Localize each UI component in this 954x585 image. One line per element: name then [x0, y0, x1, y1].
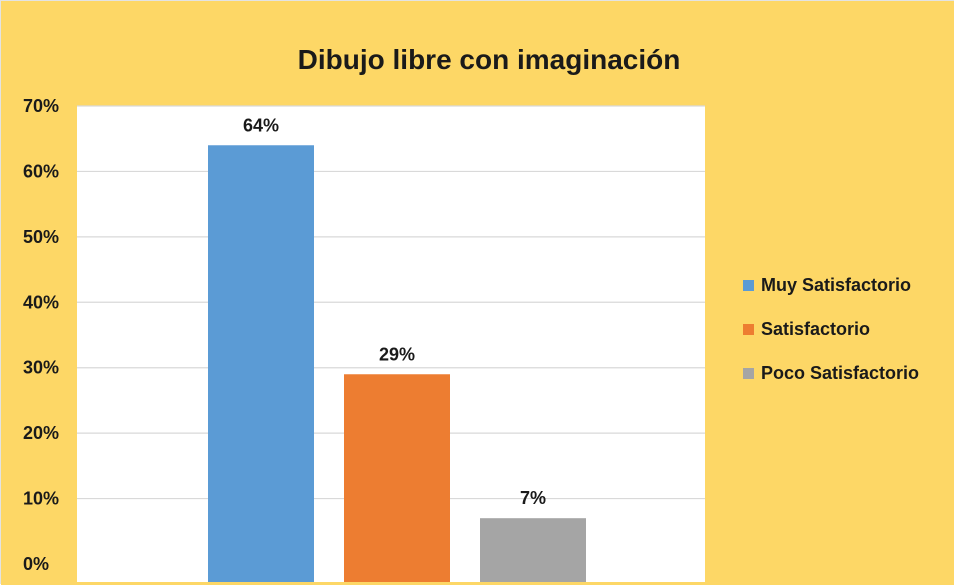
y-tick-label: 10% [23, 489, 59, 509]
legend-swatch [743, 324, 754, 335]
legend-label: Poco Satisfactorio [761, 363, 919, 383]
legend-swatch [743, 368, 754, 379]
data-labels: 64% 29% 7% [243, 115, 546, 508]
y-tick-label: 30% [23, 358, 59, 378]
y-tick-label: 20% [23, 423, 59, 443]
y-axis-ticks: 0% 10% 20% 30% 40% 50% 60% 70% [23, 96, 59, 574]
data-label: 64% [243, 115, 279, 135]
bar-muy-satisfactorio [208, 145, 314, 582]
y-tick-label: 60% [23, 161, 59, 181]
y-tick-label: 50% [23, 227, 59, 247]
y-tick-label: 70% [23, 96, 59, 116]
y-tick-label: 0% [23, 554, 49, 574]
bars [208, 145, 586, 582]
gridlines [77, 105, 705, 500]
legend: Muy Satisfactorio Satisfactorio Poco Satis… [743, 275, 919, 383]
data-label: 7% [520, 488, 546, 508]
y-tick-label: 40% [23, 292, 59, 312]
data-label: 29% [379, 344, 415, 364]
chart-title: Dibujo libre con imaginación [298, 44, 681, 75]
legend-label: Satisfactorio [761, 319, 870, 339]
bar-satisfactorio [344, 374, 450, 582]
legend-label: Muy Satisfactorio [761, 275, 911, 295]
legend-swatch [743, 280, 754, 291]
bar-poco-satisfactorio [480, 518, 586, 582]
